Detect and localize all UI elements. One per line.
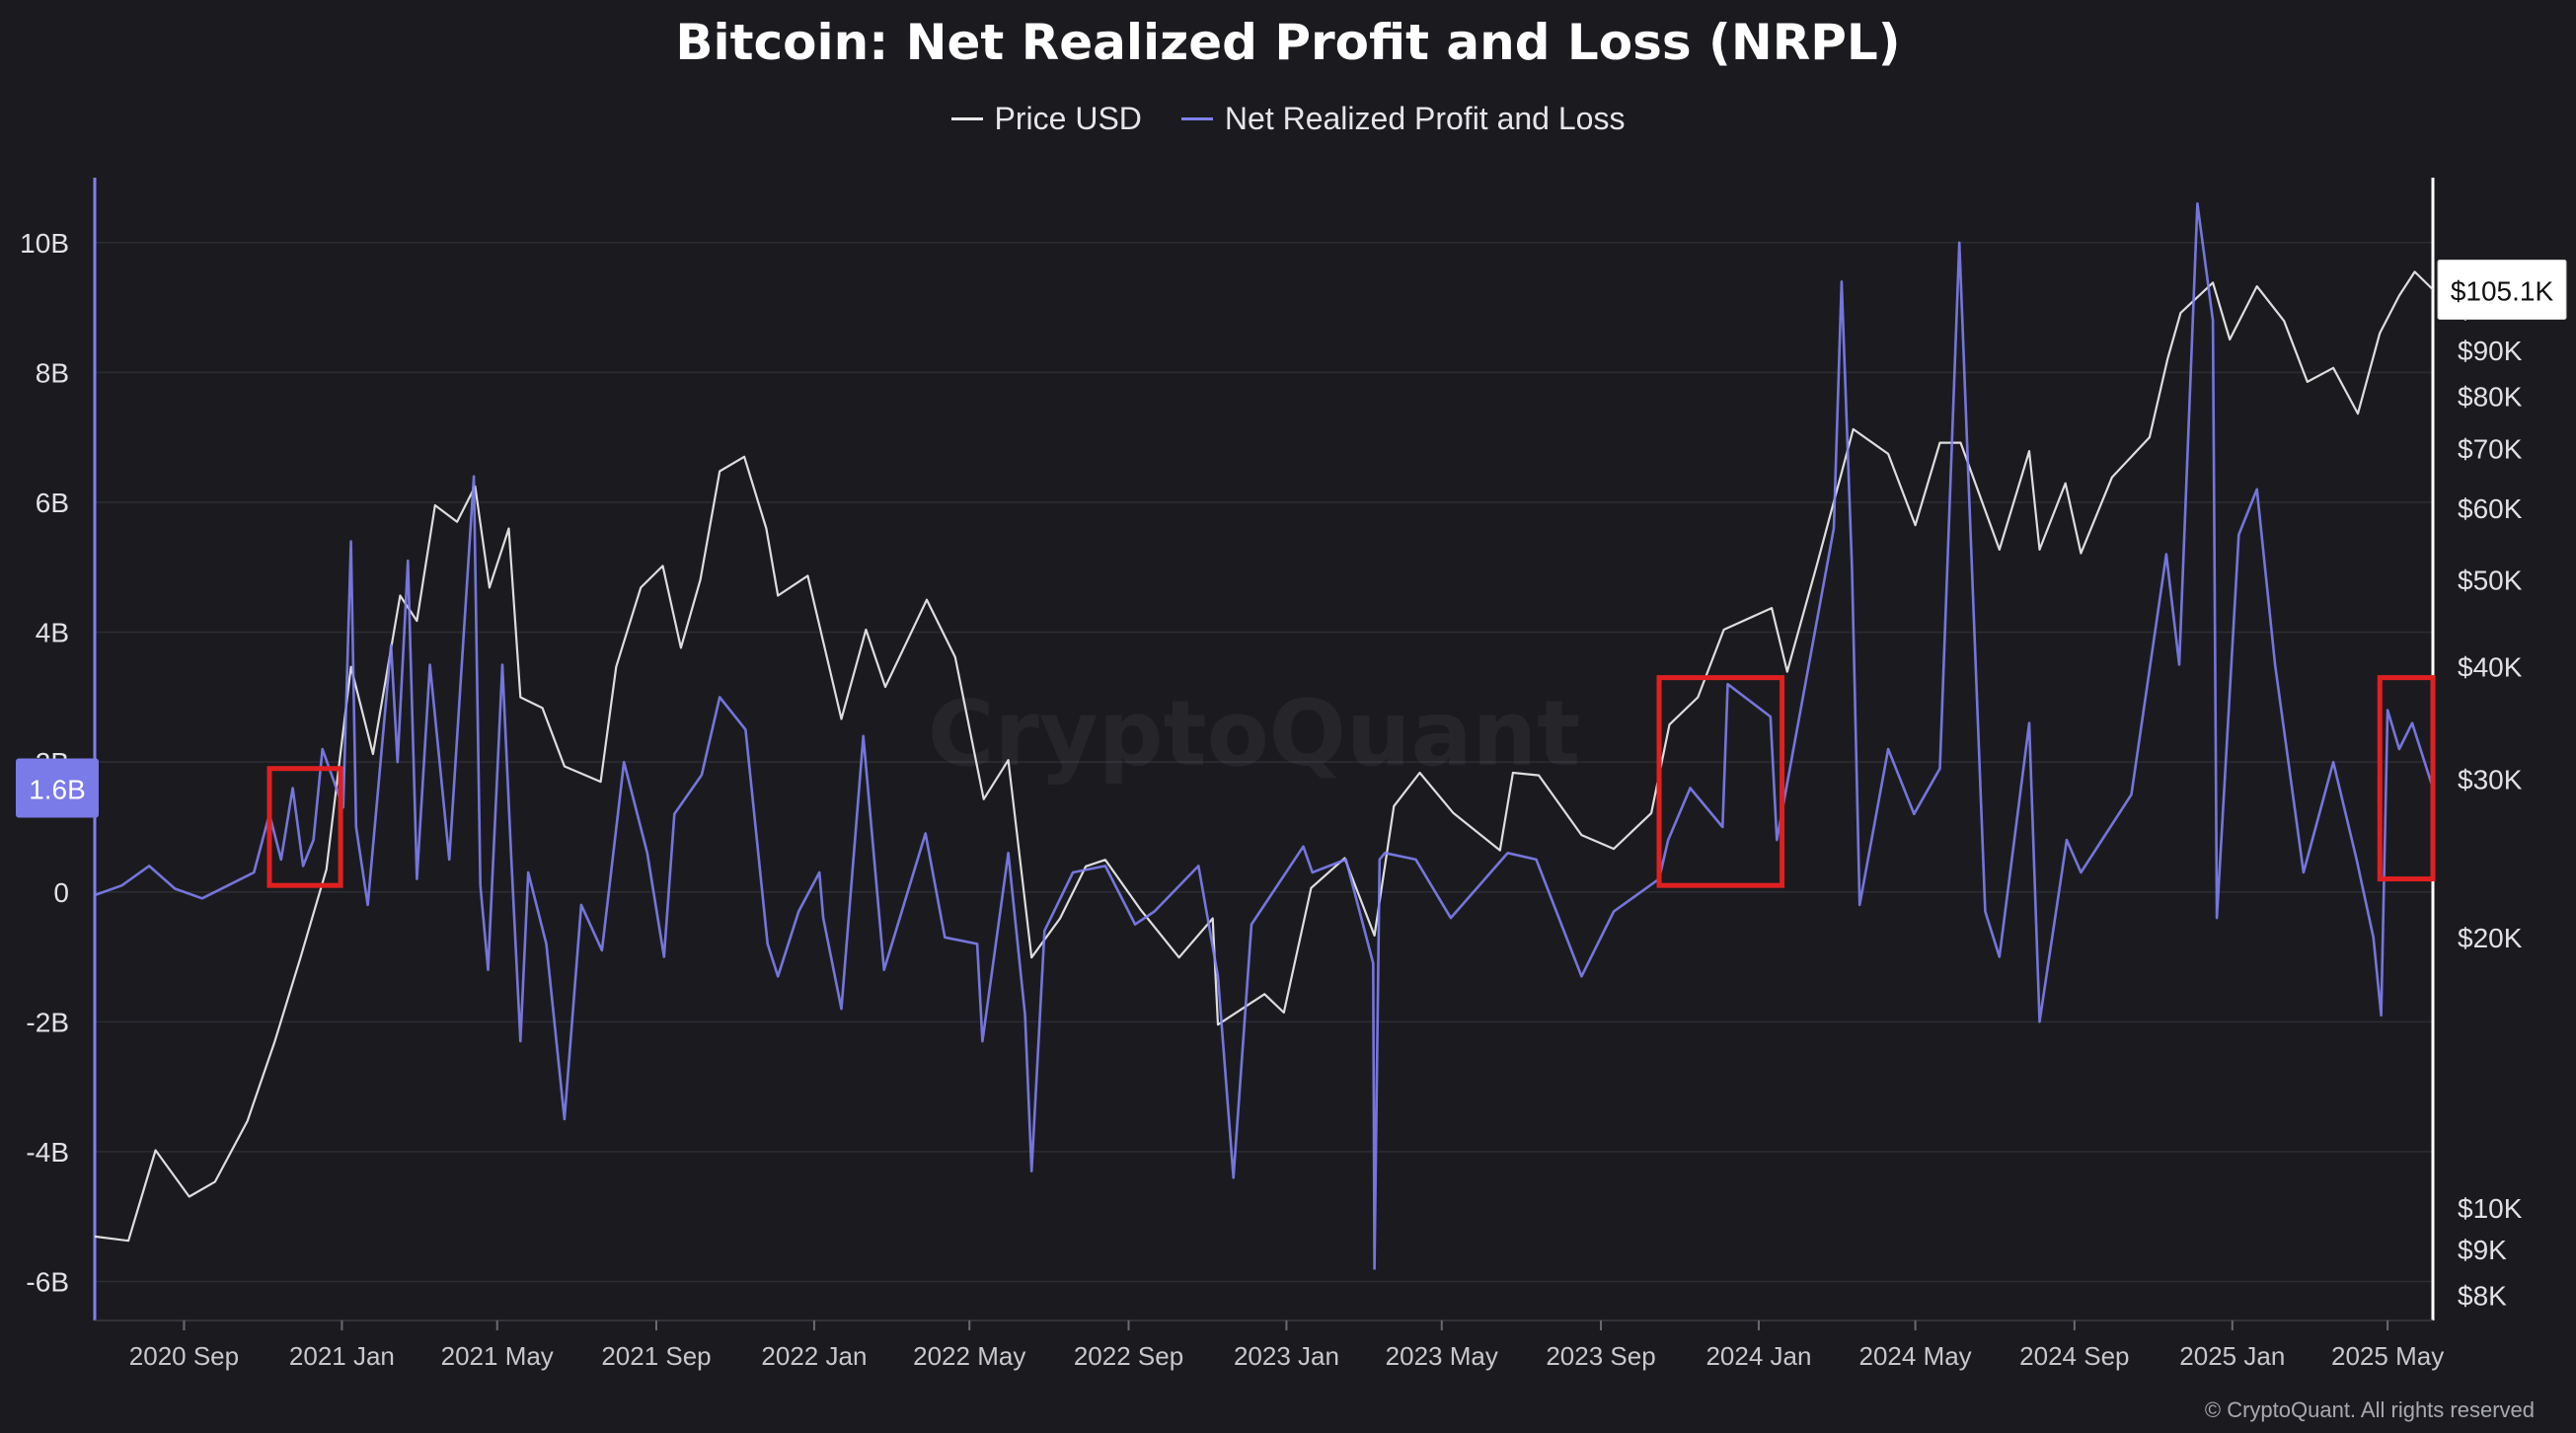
x-tick-label: 2024 May: [1859, 1341, 1972, 1371]
watermark: CryptoQuant: [928, 681, 1580, 787]
y-left-tick-label: 10B: [20, 228, 69, 259]
x-tick-label: 2021 Jan: [289, 1341, 395, 1371]
y-right-tick-label: $30K: [2458, 764, 2523, 794]
x-tick-label: 2022 Jan: [761, 1341, 867, 1371]
x-tick-label: 2024 Sep: [2019, 1341, 2129, 1371]
y-right-tick-label: $40K: [2458, 652, 2523, 683]
x-tick-label: 2023 Sep: [1546, 1341, 1655, 1371]
x-tick-label: 2021 May: [441, 1341, 554, 1371]
nrpl-line: [94, 202, 2435, 1270]
price-line: [94, 270, 2434, 1243]
y-left-tick-label: -2B: [26, 1007, 69, 1037]
y-right-tick-label: $9K: [2458, 1235, 2507, 1265]
legend-label-price: Price USD: [994, 101, 1142, 136]
legend-swatch-price: [950, 117, 983, 120]
legend-label-nrpl: Net Realized Profit and Loss: [1224, 101, 1626, 136]
x-tick-label: 2025 Jan: [2179, 1341, 2285, 1371]
y-right-tick-label: $8K: [2458, 1280, 2507, 1311]
price-value-label: $105.1K: [2451, 275, 2554, 306]
x-tick-label: 2025 May: [2331, 1341, 2444, 1371]
y-left-tick-label: 6B: [36, 488, 69, 518]
y-left-tick-label: -4B: [26, 1137, 69, 1168]
y-left-tick-label: -6B: [26, 1267, 69, 1298]
chart-legend: Price USD Net Realized Profit and Loss: [0, 101, 2576, 137]
nrpl-value-label: 1.6B: [29, 774, 86, 804]
x-tick-label: 2021 Sep: [601, 1341, 711, 1371]
y-right-tick-label: $80K: [2458, 381, 2523, 412]
chart-title: Bitcoin: Net Realized Profit and Loss (N…: [675, 14, 1901, 71]
legend-item-nrpl[interactable]: Net Realized Profit and Loss: [1180, 101, 1626, 137]
highlight-box: [1656, 675, 1785, 888]
highlight-box: [2377, 675, 2436, 882]
legend-item-price[interactable]: Price USD: [950, 101, 1142, 137]
y-right-tick-label: $10K: [2458, 1193, 2523, 1224]
x-tick-label: 2023 May: [1386, 1341, 1498, 1371]
y-left-tick-label: 4B: [36, 618, 69, 648]
x-tick-label: 2020 Sep: [129, 1341, 239, 1371]
x-tick-label: 2023 Jan: [1234, 1341, 1339, 1371]
highlight-box: [266, 766, 343, 888]
y-right-tick-label: $60K: [2458, 493, 2523, 524]
y-right-tick-label: $70K: [2458, 433, 2523, 464]
nrpl-value-badge: [16, 758, 99, 818]
copyright-text: © CryptoQuant. All rights reserved: [2204, 1397, 2535, 1422]
legend-swatch-nrpl: [1180, 117, 1213, 120]
x-tick-label: 2024 Jan: [1705, 1341, 1811, 1371]
y-right-tick-label: $90K: [2458, 336, 2523, 366]
price-value-badge: [2437, 259, 2567, 320]
y-right-tick-label: $20K: [2458, 923, 2523, 953]
y-left-tick-label: 8B: [36, 357, 69, 388]
x-tick-label: 2022 May: [913, 1341, 1025, 1371]
x-tick-label: 2022 Sep: [1074, 1341, 1183, 1371]
y-right-tick-label: $50K: [2458, 565, 2523, 595]
y-left-tick-label: 0: [53, 877, 69, 908]
